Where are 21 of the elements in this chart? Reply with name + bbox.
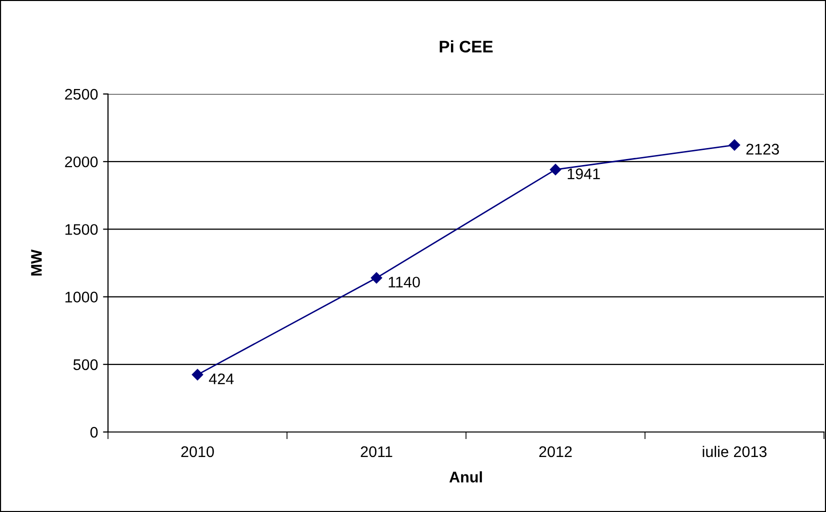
data-label: 424 [208, 374, 234, 384]
y-tick-label: 1000 [65, 292, 98, 302]
chart-title: Pi CEE [440, 40, 493, 52]
x-tick-label: 2011 [360, 446, 392, 458]
point [550, 164, 562, 176]
data-label: 1140 [388, 276, 420, 288]
x-tick-label: 2012 [539, 446, 572, 458]
y-tick-label: 2000 [65, 156, 98, 168]
point [728, 139, 740, 151]
y-axis-title: MW [31, 249, 42, 276]
point [370, 272, 382, 284]
y-tick-label: 0 [90, 426, 98, 438]
y-tick-label: 1500 [65, 224, 98, 235]
data-label: 1941 [568, 168, 600, 180]
y-tick-label: 2500 [65, 88, 98, 100]
point [192, 369, 204, 380]
y-tick-label: 500 [73, 359, 98, 370]
data-label: 2123 [746, 144, 779, 155]
x-tick-label: iulie 2013 [702, 446, 767, 458]
x-axis-title: Anul [449, 471, 482, 482]
x-tick-label: 2010 [181, 446, 214, 458]
